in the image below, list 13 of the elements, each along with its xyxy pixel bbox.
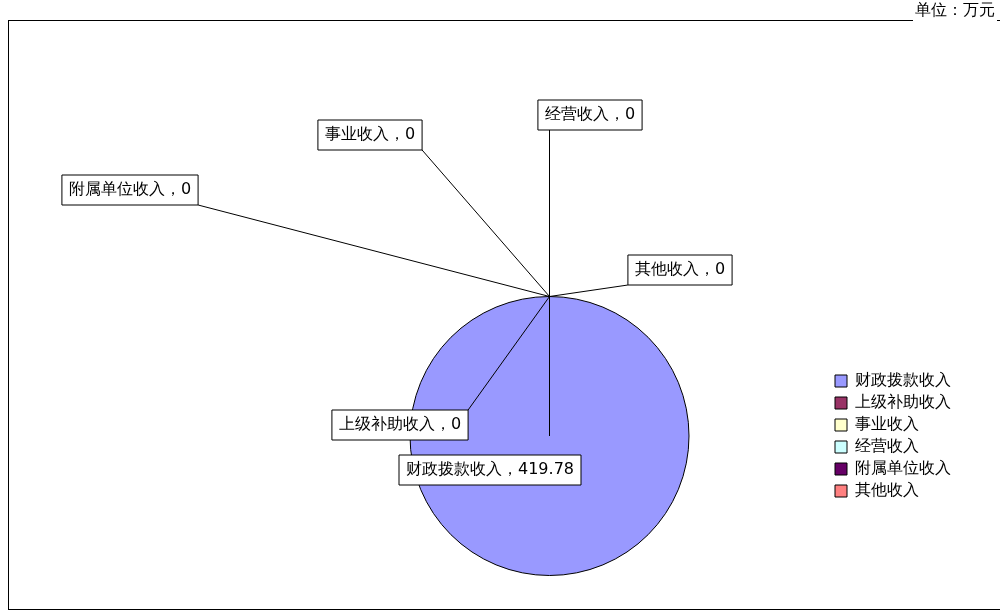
data-label: 财政拨款收入，419.78 bbox=[406, 459, 574, 479]
legend-label: 事业收入 bbox=[855, 414, 919, 434]
legend-label: 财政拨款收入 bbox=[855, 370, 951, 390]
text: 经营收入，0 bbox=[544, 104, 636, 124]
legend-label: 其他收入 bbox=[855, 480, 919, 500]
text: 其他收入，0 bbox=[634, 259, 726, 279]
legend-label: 上级补助收入 bbox=[855, 392, 951, 412]
text: 附属单位收入，0 bbox=[68, 179, 192, 199]
text: 单位：万元 bbox=[913, 0, 997, 21]
legend-label: 附属单位收入 bbox=[855, 458, 951, 478]
legend-label: 经营收入 bbox=[855, 436, 919, 456]
text: 上级补助收入，0 bbox=[338, 414, 462, 434]
text: 事业收入，0 bbox=[324, 124, 416, 144]
